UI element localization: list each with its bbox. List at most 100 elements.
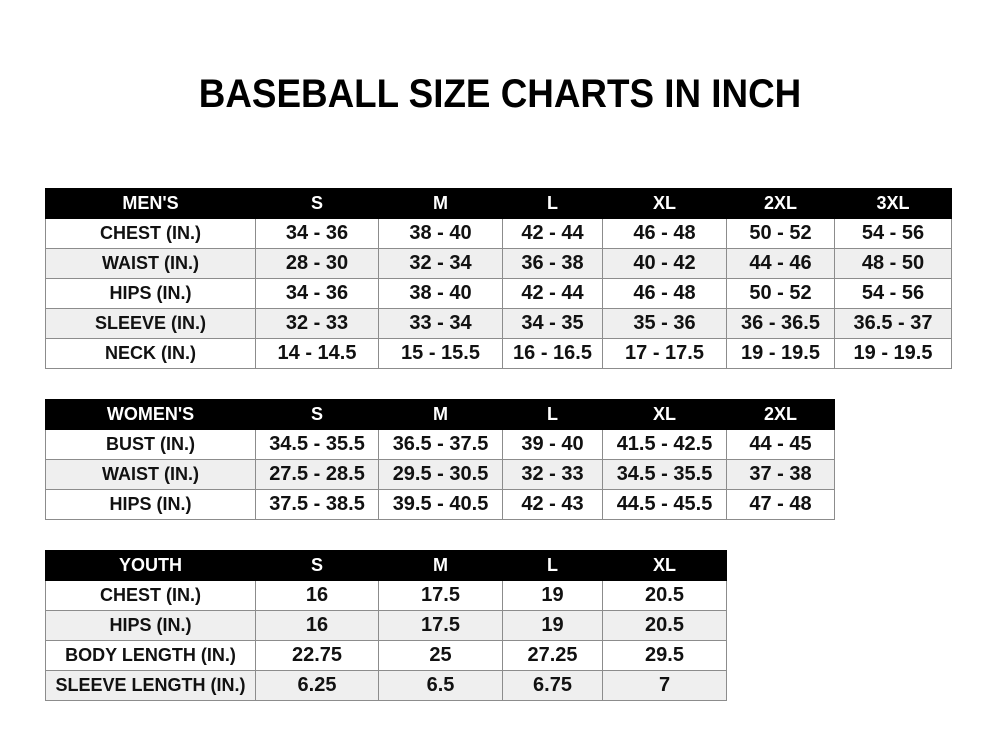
size-value-cell: 39.5 - 40.5 <box>378 489 503 520</box>
size-value-cell: 42 - 43 <box>502 489 603 520</box>
size-value-cell: 38 - 40 <box>378 218 503 249</box>
size-value-cell: 34 - 36 <box>255 218 379 249</box>
table-row: CHEST (IN.) 16 17.5 19 20.5 <box>45 580 727 611</box>
size-value-cell: 50 - 52 <box>726 218 835 249</box>
size-header: 2XL <box>726 399 835 430</box>
size-value-cell: 36.5 - 37 <box>834 308 952 339</box>
measurement-label: HIPS (IN.) <box>45 489 256 520</box>
womens-size-table: WOMEN'S S M L XL 2XL BUST (IN.) 34.5 - 35.5 36.5… <box>45 399 835 520</box>
size-value-cell: 37 - 38 <box>726 459 835 490</box>
measurement-label: WAIST (IN.) <box>45 459 256 490</box>
size-value-cell: 36.5 - 37.5 <box>378 429 503 460</box>
size-value-cell: 20.5 <box>602 610 727 641</box>
measurement-label: SLEEVE LENGTH (IN.) <box>45 670 256 701</box>
table-row: BUST (IN.) 34.5 - 35.5 36.5 - 37.5 39 - 40 4… <box>45 429 835 460</box>
size-value-cell: 38 - 40 <box>378 278 503 309</box>
measurement-label: CHEST (IN.) <box>45 218 256 249</box>
size-value-cell: 36 - 38 <box>502 248 603 279</box>
size-value-cell: 44.5 - 45.5 <box>602 489 727 520</box>
size-value-cell: 19 <box>502 580 603 611</box>
size-value-cell: 29.5 - 30.5 <box>378 459 503 490</box>
size-value-cell: 17.5 <box>378 610 503 641</box>
size-value-cell: 34 - 36 <box>255 278 379 309</box>
size-value-cell: 16 <box>255 610 379 641</box>
size-header: XL <box>602 399 727 430</box>
measurement-label: SLEEVE (IN.) <box>45 308 256 339</box>
size-header: M <box>378 550 503 581</box>
size-value-cell: 7 <box>602 670 727 701</box>
size-value-cell: 14 - 14.5 <box>255 338 379 369</box>
size-value-cell: 17 - 17.5 <box>602 338 727 369</box>
size-value-cell: 34.5 - 35.5 <box>255 429 379 460</box>
size-value-cell: 19 <box>502 610 603 641</box>
category-header: YOUTH <box>45 550 256 581</box>
mens-size-table: MEN'S S M L XL 2XL 3XL CHEST (IN.) 34 - 36 38 - 4… <box>45 188 952 369</box>
size-value-cell: 28 - 30 <box>255 248 379 279</box>
size-value-cell: 16 - 16.5 <box>502 338 603 369</box>
size-value-cell: 22.75 <box>255 640 379 671</box>
size-value-cell: 19 - 19.5 <box>834 338 952 369</box>
size-value-cell: 29.5 <box>602 640 727 671</box>
size-header: L <box>502 399 603 430</box>
size-value-cell: 48 - 50 <box>834 248 952 279</box>
table-row: BODY LENGTH (IN.) 22.75 25 27.25 29.5 <box>45 640 727 671</box>
youth-size-table: YOUTH S M L XL CHEST (IN.) 16 17.5 19 20.5 HIPS (I… <box>45 550 727 701</box>
measurement-label: CHEST (IN.) <box>45 580 256 611</box>
size-value-cell: 16 <box>255 580 379 611</box>
header-row: YOUTH S M L XL <box>45 550 727 581</box>
table-row: WAIST (IN.) 28 - 30 32 - 34 36 - 38 40 - 42 4… <box>45 248 952 279</box>
measurement-label: HIPS (IN.) <box>45 610 256 641</box>
measurement-label: WAIST (IN.) <box>45 248 256 279</box>
size-value-cell: 46 - 48 <box>602 218 727 249</box>
size-value-cell: 32 - 33 <box>255 308 379 339</box>
category-header: WOMEN'S <box>45 399 256 430</box>
size-value-cell: 6.75 <box>502 670 603 701</box>
size-value-cell: 27.5 - 28.5 <box>255 459 379 490</box>
size-header: S <box>255 188 379 219</box>
category-header: MEN'S <box>45 188 256 219</box>
table-row: SLEEVE LENGTH (IN.) 6.25 6.5 6.75 7 <box>45 670 727 701</box>
size-value-cell: 34.5 - 35.5 <box>602 459 727 490</box>
size-value-cell: 42 - 44 <box>502 218 603 249</box>
size-value-cell: 44 - 46 <box>726 248 835 279</box>
size-value-cell: 50 - 52 <box>726 278 835 309</box>
size-header: L <box>502 188 603 219</box>
table-row: HIPS (IN.) 34 - 36 38 - 40 42 - 44 46 - 48 50… <box>45 278 952 309</box>
size-value-cell: 35 - 36 <box>602 308 727 339</box>
table-row: HIPS (IN.) 37.5 - 38.5 39.5 - 40.5 42 - 43 4… <box>45 489 835 520</box>
table-row: HIPS (IN.) 16 17.5 19 20.5 <box>45 610 727 641</box>
size-value-cell: 54 - 56 <box>834 278 952 309</box>
size-value-cell: 41.5 - 42.5 <box>602 429 727 460</box>
size-value-cell: 40 - 42 <box>602 248 727 279</box>
size-header: S <box>255 399 379 430</box>
size-header: M <box>378 188 503 219</box>
size-value-cell: 17.5 <box>378 580 503 611</box>
table-row: WAIST (IN.) 27.5 - 28.5 29.5 - 30.5 32 - 33… <box>45 459 835 490</box>
size-value-cell: 39 - 40 <box>502 429 603 460</box>
table-row: NECK (IN.) 14 - 14.5 15 - 15.5 16 - 16.5 17 … <box>45 338 952 369</box>
measurement-label: BODY LENGTH (IN.) <box>45 640 256 671</box>
size-value-cell: 46 - 48 <box>602 278 727 309</box>
size-value-cell: 32 - 33 <box>502 459 603 490</box>
size-value-cell: 42 - 44 <box>502 278 603 309</box>
size-value-cell: 34 - 35 <box>502 308 603 339</box>
size-value-cell: 27.25 <box>502 640 603 671</box>
measurement-label: BUST (IN.) <box>45 429 256 460</box>
size-header: L <box>502 550 603 581</box>
size-value-cell: 15 - 15.5 <box>378 338 503 369</box>
size-value-cell: 47 - 48 <box>726 489 835 520</box>
size-value-cell: 37.5 - 38.5 <box>255 489 379 520</box>
size-value-cell: 36 - 36.5 <box>726 308 835 339</box>
size-value-cell: 54 - 56 <box>834 218 952 249</box>
size-header: S <box>255 550 379 581</box>
size-value-cell: 44 - 45 <box>726 429 835 460</box>
table-row: CHEST (IN.) 34 - 36 38 - 40 42 - 44 46 - 48 5… <box>45 218 952 249</box>
size-header: XL <box>602 188 727 219</box>
page-title: BASEBALL SIZE CHARTS IN INCH <box>198 72 802 116</box>
size-value-cell: 25 <box>378 640 503 671</box>
table-row: SLEEVE (IN.) 32 - 33 33 - 34 34 - 35 35 - 36… <box>45 308 952 339</box>
measurement-label: HIPS (IN.) <box>45 278 256 309</box>
size-header: XL <box>602 550 727 581</box>
size-value-cell: 33 - 34 <box>378 308 503 339</box>
size-value-cell: 32 - 34 <box>378 248 503 279</box>
